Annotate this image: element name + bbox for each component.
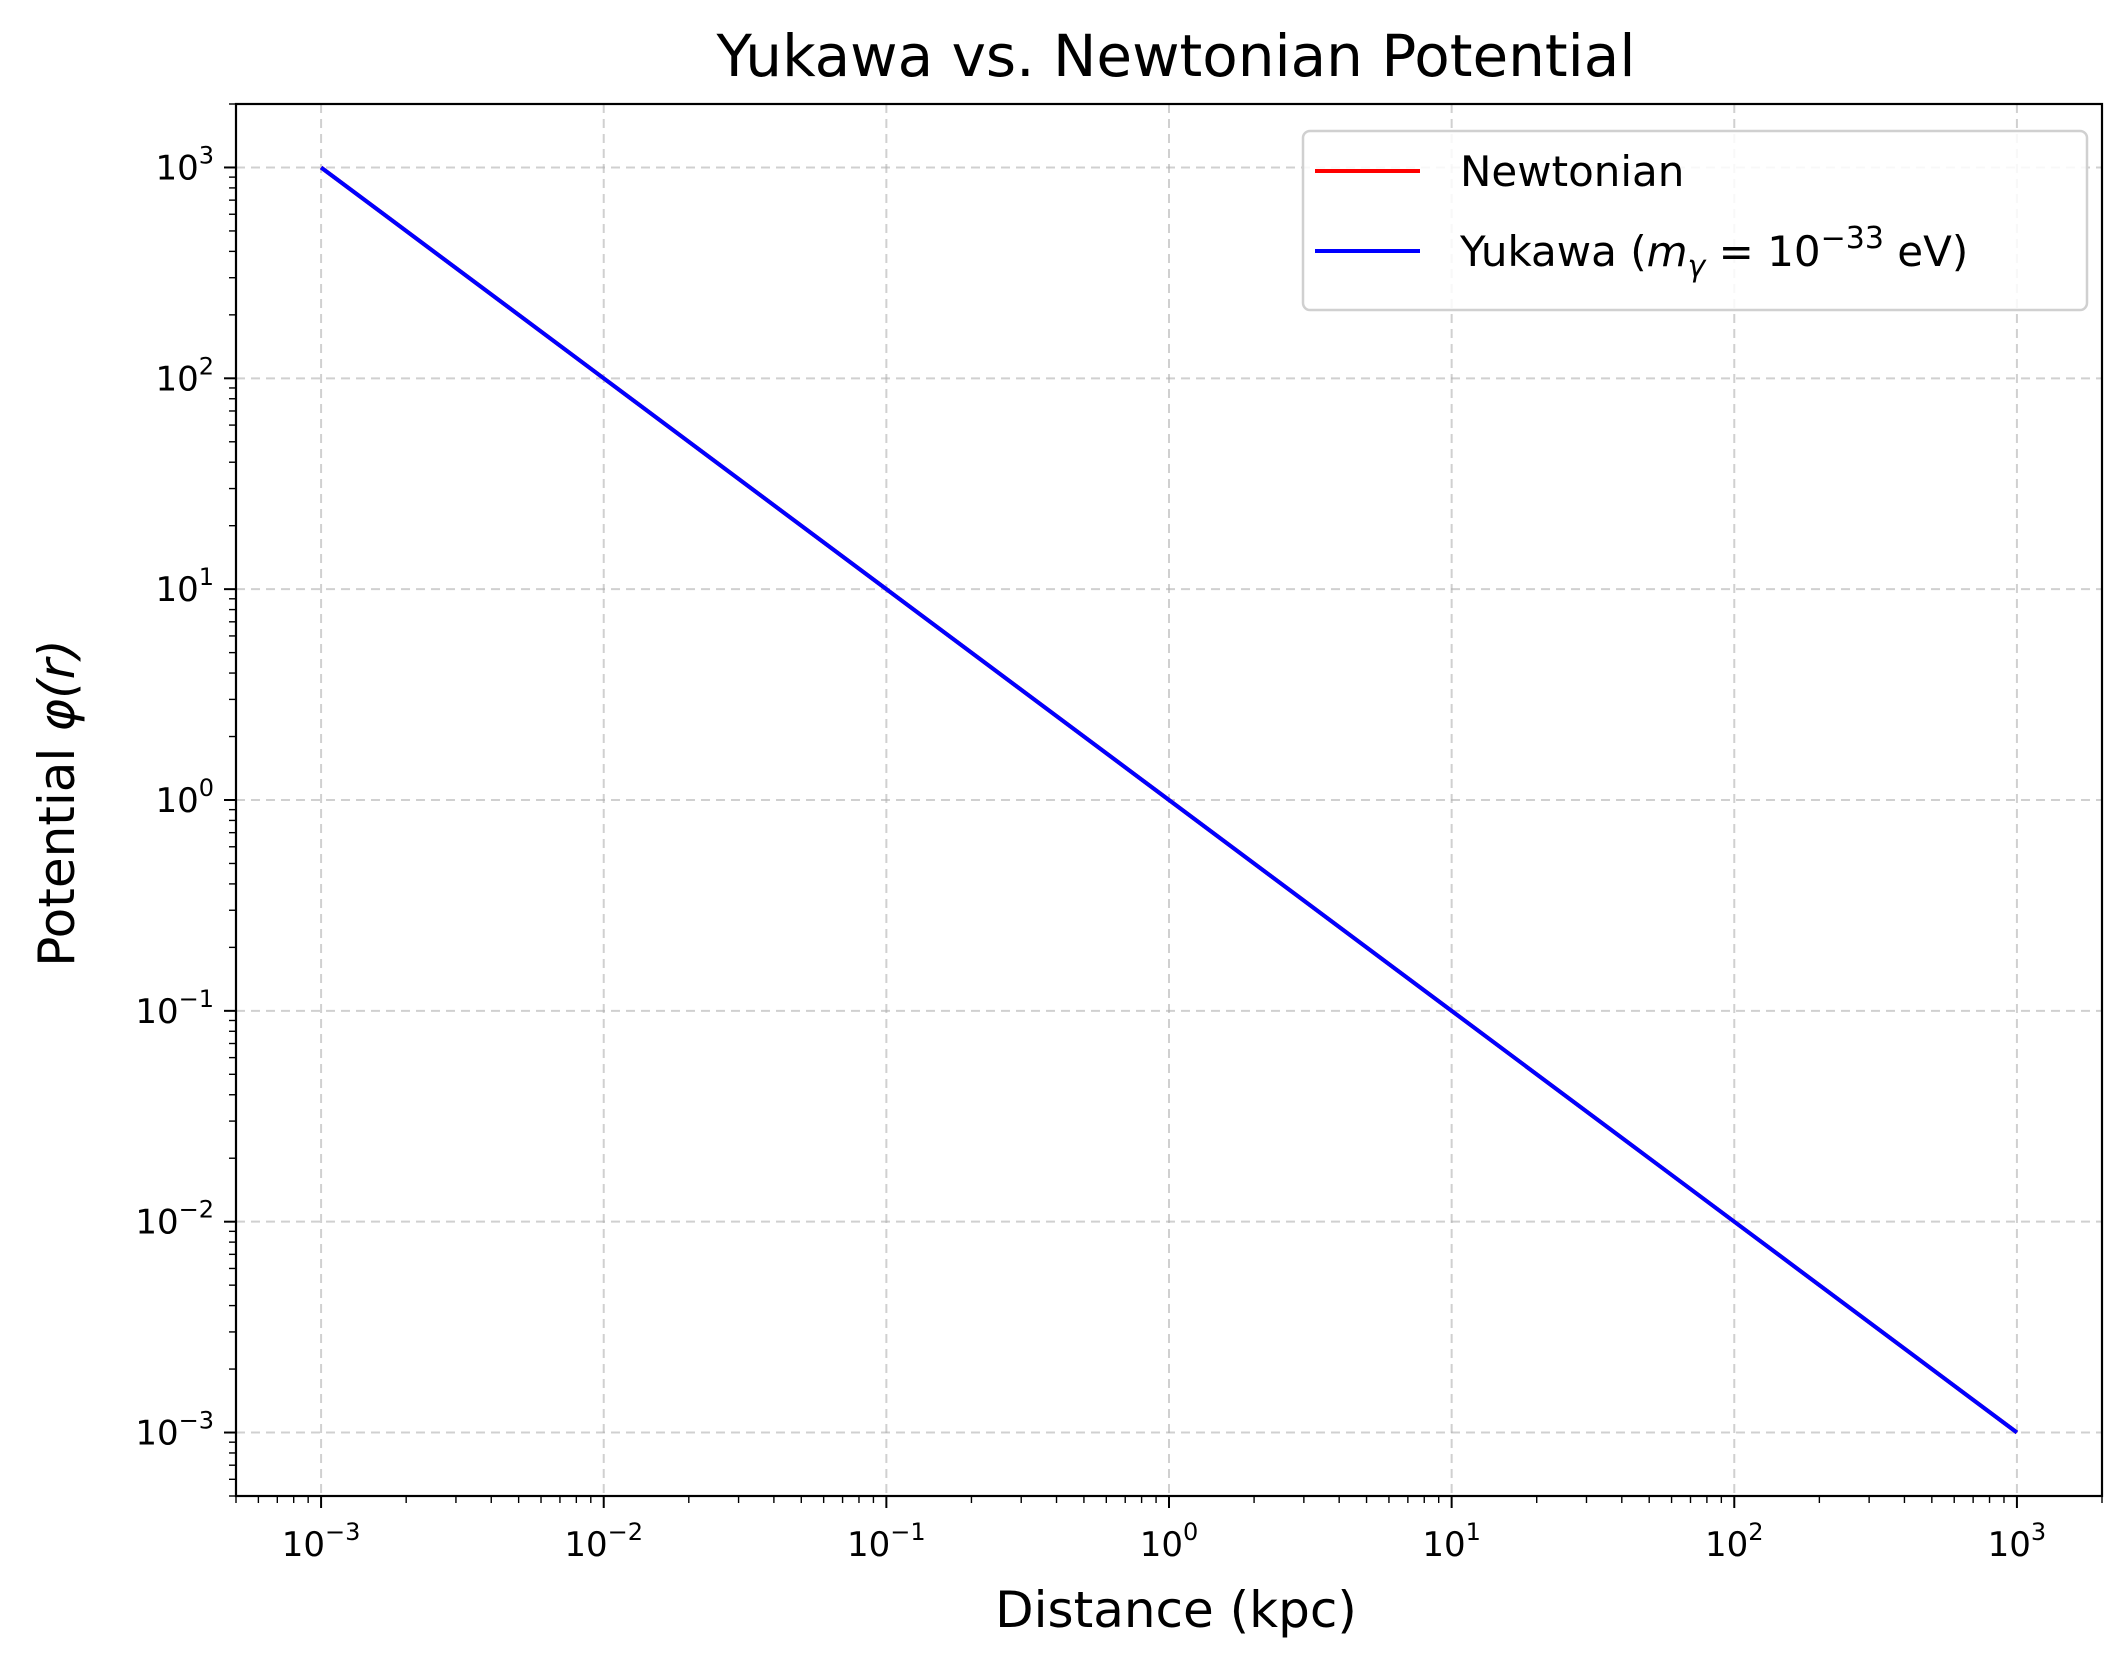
y-axis-title-prefix: Potential xyxy=(28,732,86,967)
series-line-yukawa xyxy=(319,165,2019,1435)
x-tick-label: 103 xyxy=(1988,1518,2047,1565)
x-axis-title: Distance (kpc) xyxy=(995,1581,1357,1639)
y-tick-label: 102 xyxy=(155,352,214,399)
x-tick-label: 10−1 xyxy=(847,1518,926,1565)
x-tick-label: 102 xyxy=(1705,1518,1764,1565)
y-tick-label: 100 xyxy=(155,774,214,821)
y-tick-label: 101 xyxy=(155,563,214,610)
y-tick-label: 10−1 xyxy=(135,985,214,1032)
legend: Newtonian Yukawa (mγ = 10−33 eV) xyxy=(1301,129,2089,312)
x-tick-label: 101 xyxy=(1422,1518,1481,1565)
legend-label-newtonian: Newtonian xyxy=(1460,147,1684,196)
series-layer xyxy=(319,165,2019,1435)
major-tick-layer xyxy=(224,166,2018,1508)
y-tick-label: 10−2 xyxy=(135,1196,214,1243)
minor-tick-layer xyxy=(229,103,2103,1503)
x-tick-label: 10−3 xyxy=(282,1518,361,1565)
legend-box xyxy=(1301,129,2089,312)
chart-title: Yukawa vs. Newtonian Potential xyxy=(716,22,1636,90)
x-tick-label: 10−2 xyxy=(564,1518,643,1565)
y-axis-title: Potential φ(r) xyxy=(28,639,86,967)
y-tick-label: 10−3 xyxy=(135,1407,214,1454)
y-axis-title-math: φ(r) xyxy=(28,639,86,732)
axes-frame xyxy=(234,102,2104,1498)
x-tick-label: 100 xyxy=(1140,1518,1199,1565)
y-tick-label: 103 xyxy=(155,141,214,188)
tick-label-layer: 10−3 10−2 10−1 100 101 102 103 10−3 10−2 10−1 100 1… xyxy=(135,141,2046,1565)
legend-label-yukawa: Yukawa (mγ = 10−33 eV) xyxy=(1459,221,1968,284)
